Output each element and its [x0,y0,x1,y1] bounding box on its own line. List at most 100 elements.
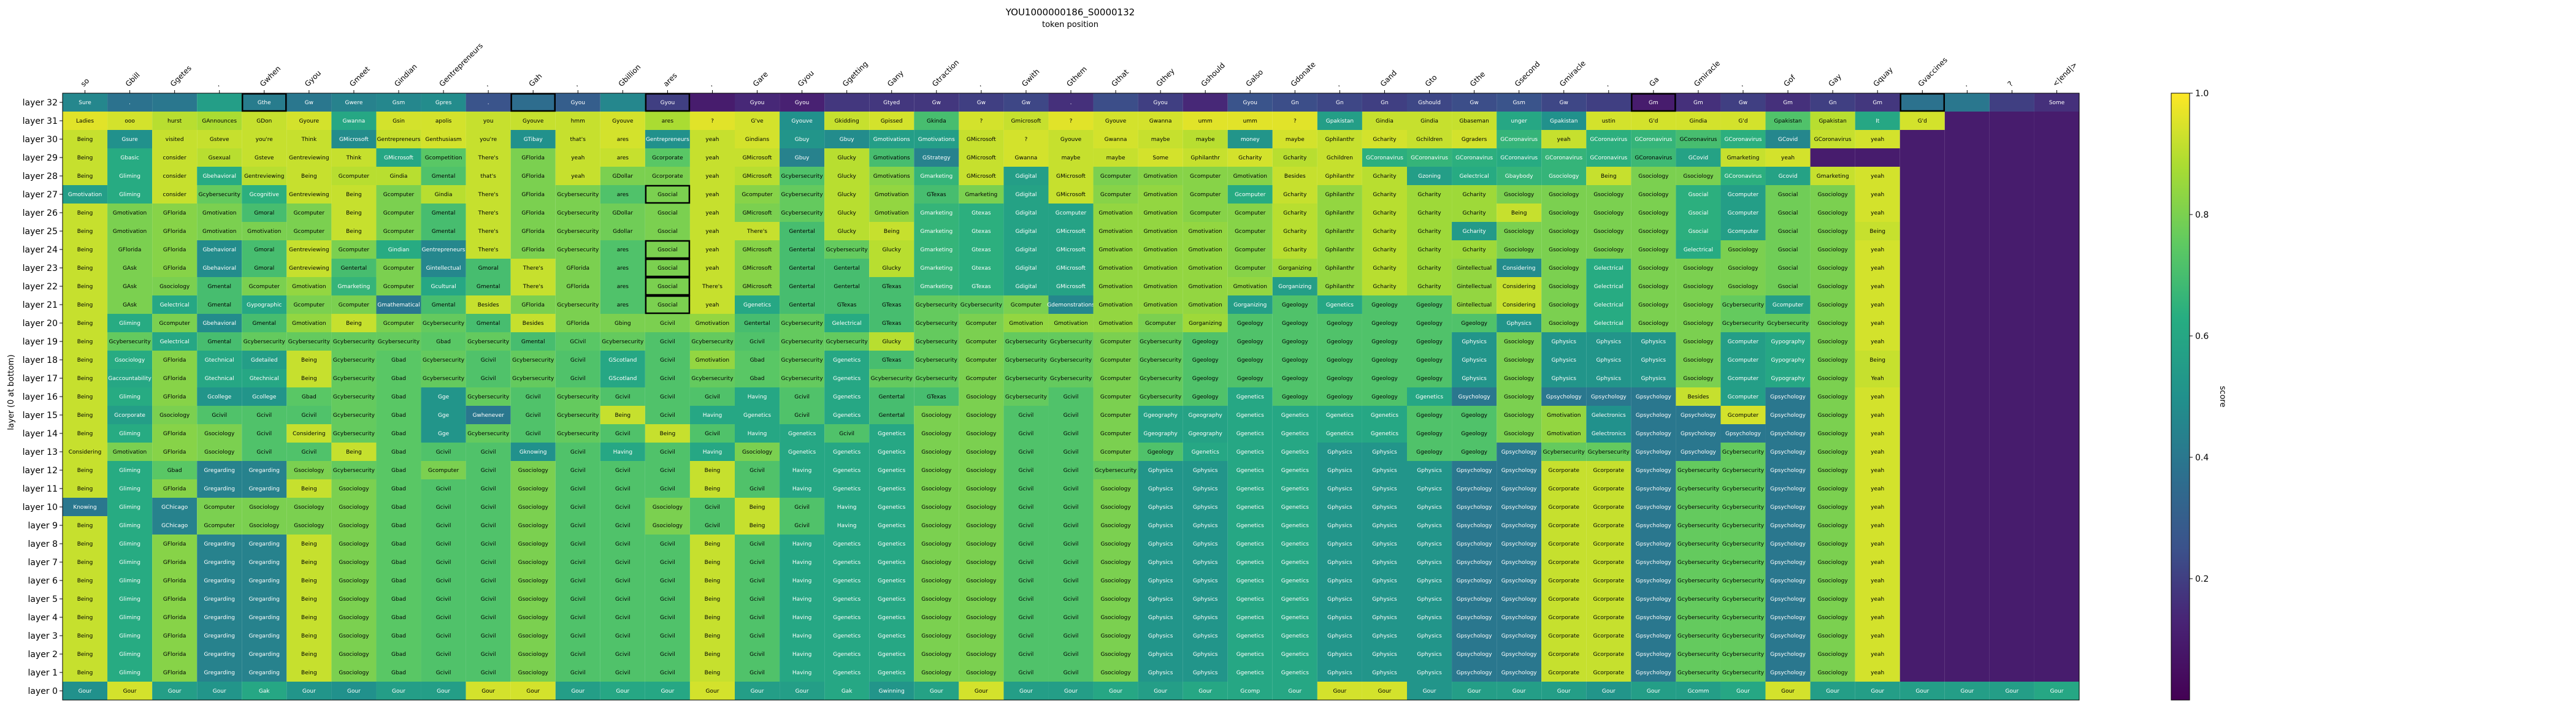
y-tick-label: layer 27 [23,190,58,200]
heatmap-cell [1093,204,1138,222]
cell-label: Gsociology [1100,578,1131,584]
cell-label: . [129,100,131,106]
cell-label: Gregarding [249,560,280,566]
cell-label: Gcivil [660,321,675,327]
heatmap-cell [2034,222,2079,240]
heatmap-cell [1227,148,1273,167]
heatmap-cell [1497,222,1542,240]
cell-label: Gour [1154,688,1167,695]
heatmap-cell [869,259,914,277]
heatmap-cell [197,130,242,148]
cell-label: Gentertal [878,413,905,419]
cell-label: Ggenetics [878,596,905,603]
heatmap-cell [152,314,197,332]
cell-label: Ggenetics [1236,413,1264,419]
cell-label: Gcomputer [1190,192,1221,198]
cell-label: Gyou [661,100,675,106]
heatmap-cell [421,148,466,167]
cell-label: ares [617,137,629,143]
cell-label: Gregarding [204,468,235,474]
cell-label: Gcollege [252,394,277,400]
x-tick-label: Gmeet [348,64,372,88]
cell-label: Being [77,486,93,492]
cell-label: Gregarding [204,596,235,603]
cell-label: Gphysics [1372,578,1397,584]
cell-label: Gyou [1243,100,1258,106]
heatmap-cell [1989,277,2034,295]
heatmap-cell [1899,222,1945,240]
cell-label: Ggenetics [1281,541,1309,547]
cell-label: Gcybersecurity [1050,339,1092,345]
heatmap-cell [735,112,780,130]
heatmap-cell [1048,167,1094,185]
cell-label: Gak [259,688,270,695]
heatmap-cell [466,185,511,204]
cell-label: Gbad [391,504,406,511]
heatmap-cell [1899,130,1945,148]
cell-label: Ggenetics [833,413,861,419]
cell-label: Ggeology [1461,321,1487,327]
heatmap-cell [376,148,421,167]
cell-label: Gsociology [1818,357,1849,364]
heatmap-cell [1362,277,1407,295]
cell-label: Gcorporate [1593,560,1624,566]
cell-label: Glucky [883,247,902,253]
cell-label: Gcivil [794,413,810,419]
cell-label: Gcybersecurity [1722,615,1765,621]
heatmap-cell [1048,185,1094,204]
cell-label: Gcorporate [1548,504,1579,511]
cell-label: Gliming [119,173,140,180]
cell-label: Gpsychology [1636,615,1672,621]
cell-label: Gour [1064,688,1078,695]
cell-label: Gcybersecurity [1677,615,1720,621]
cell-label: Gyouve [791,118,813,124]
cell-label: Ggenetics [1236,486,1264,492]
heatmap-cell [376,167,421,185]
heatmap-cell [1765,332,1811,351]
heatmap-cell [914,259,959,277]
heatmap-cell [645,112,690,130]
heatmap-cell [242,314,287,332]
heatmap-cell [466,240,511,259]
cell-label: Gour [751,688,764,695]
cell-label: Gbad [391,449,406,455]
heatmap-cell [2034,571,2079,590]
cell-label: Gcybersecurity [1767,321,1809,327]
cell-label: Gshould [1418,100,1441,106]
y-tick-label: layer 10 [23,503,58,512]
cell-label: Gknowing [519,449,547,455]
cell-label: GMicrosoft [967,173,996,180]
heatmap-cell [286,277,332,295]
cell-label: Ggenetics [1236,596,1264,603]
cell-label: Gcharity [1462,192,1486,198]
heatmap-cell [152,295,197,314]
cell-label: Ggenetics [1236,633,1264,639]
x-tick-label: Gay [1827,72,1843,88]
cell-label: Sure [79,100,91,106]
heatmap-cell [1138,148,1183,167]
heatmap-cell [1003,185,1049,204]
heatmap-cell [1452,130,1497,148]
heatmap-cell [286,185,332,204]
cell-label: Gbad [391,357,406,364]
heatmap-cell [780,130,825,148]
cell-label: Gsociology [1549,192,1579,198]
cell-label: Gcharity [1373,284,1397,290]
cell-label: Gsociology [1818,541,1849,547]
cell-label: GMicrosoft [743,247,772,253]
cell-label: Having [837,523,857,529]
heatmap-cell [1362,332,1407,351]
cell-label: Gour [571,688,585,695]
cell-label: ? [1294,118,1297,124]
cell-label: Ggenetics [1236,523,1264,529]
heatmap-cell [286,332,332,351]
cell-label: Gphysics [1327,652,1352,658]
heatmap-cell [735,148,780,167]
heatmap-cell [780,240,825,259]
heatmap-cell [1631,332,1676,351]
cell-label: Gpakistan [1774,118,1801,124]
y-tick-label: layer 3 [28,631,58,641]
cell-label: Gdigital [1015,247,1037,253]
cell-label: yeah [1871,670,1884,676]
heatmap-cell [421,277,466,295]
